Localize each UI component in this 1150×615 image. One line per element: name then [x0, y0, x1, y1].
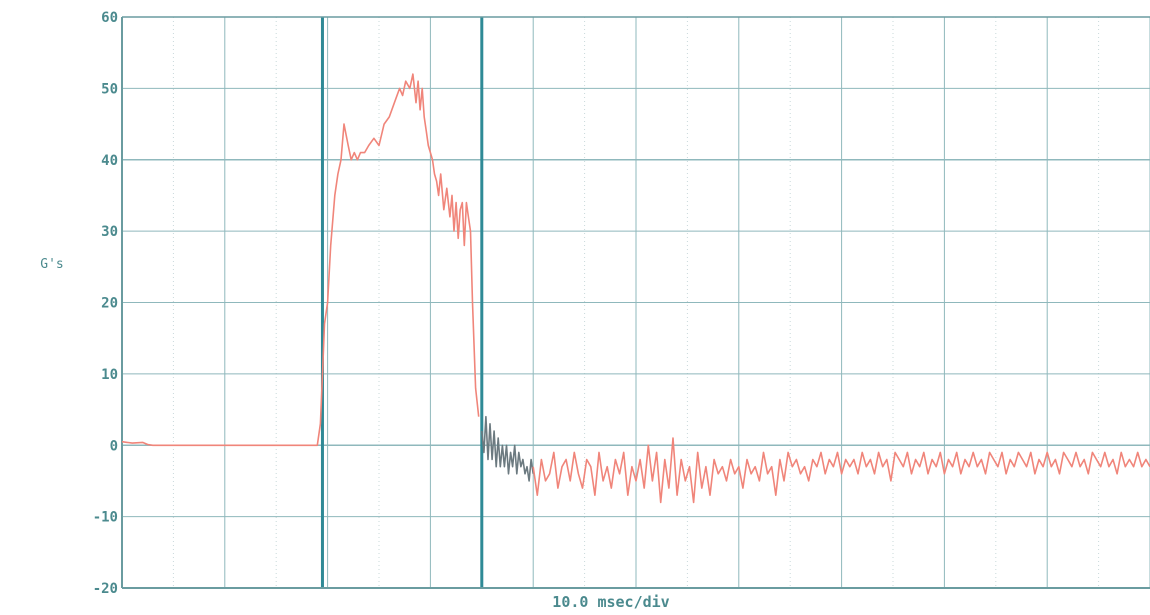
series-line [532, 437, 1150, 504]
series-line [121, 73, 480, 447]
y-tick-label: 10 [101, 367, 118, 383]
vertical-markers [320, 17, 484, 588]
series [121, 73, 1150, 504]
y-tick-label: 20 [101, 296, 118, 312]
x-axis-label: 10.0 msec/div [552, 593, 669, 611]
y-tick-label: 0 [110, 438, 118, 454]
y-tick-label: 40 [101, 153, 118, 169]
y-tick-label: -10 [93, 510, 118, 526]
y-tick-label: 60 [101, 10, 118, 26]
y-tick-label: 30 [101, 224, 118, 240]
plot-frame [121, 16, 1150, 589]
y-axis-label: G's [40, 257, 63, 272]
y-tick-label: 50 [101, 81, 118, 97]
y-tick-label: -20 [93, 581, 118, 597]
y-tick-labels: 60 50 40 30 20 10 0 -10 -20 [93, 10, 118, 597]
series-line [481, 415, 534, 482]
